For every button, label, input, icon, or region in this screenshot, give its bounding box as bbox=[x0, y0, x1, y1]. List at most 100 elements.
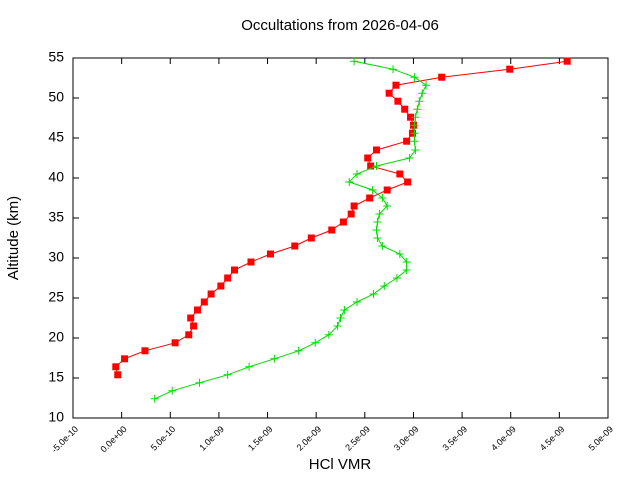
data-point bbox=[245, 362, 254, 371]
data-point bbox=[372, 162, 381, 170]
data-point bbox=[333, 322, 342, 330]
data-point bbox=[389, 65, 398, 74]
y-tick-label: 10 bbox=[48, 409, 64, 425]
data-point bbox=[367, 162, 375, 170]
data-point bbox=[224, 274, 232, 282]
data-point bbox=[114, 371, 122, 379]
x-axis-label: HCl VMR bbox=[309, 456, 372, 473]
data-point bbox=[375, 210, 384, 218]
data-point bbox=[403, 137, 411, 145]
data-point bbox=[410, 121, 419, 130]
data-point bbox=[395, 250, 404, 258]
x-tick-label: 5.0e-09 bbox=[586, 424, 615, 453]
data-point bbox=[187, 314, 195, 322]
data-point bbox=[307, 234, 315, 242]
data-point bbox=[383, 202, 392, 210]
data-point bbox=[368, 186, 377, 194]
y-tick-label: 20 bbox=[48, 329, 64, 345]
x-tick-label: 0.0e+00 bbox=[98, 424, 128, 454]
data-point bbox=[372, 146, 380, 154]
data-point bbox=[112, 363, 120, 371]
data-point bbox=[339, 218, 347, 226]
data-point bbox=[190, 322, 198, 330]
data-point bbox=[402, 266, 411, 274]
data-point bbox=[411, 113, 420, 122]
y-tick-label: 25 bbox=[48, 289, 64, 305]
data-point bbox=[506, 65, 514, 73]
data-point bbox=[347, 210, 355, 218]
x-tick-label: 3.5e-09 bbox=[441, 424, 470, 453]
data-point bbox=[247, 258, 255, 266]
data-point bbox=[373, 234, 382, 242]
data-point bbox=[291, 242, 299, 250]
data-point bbox=[438, 73, 446, 81]
data-point bbox=[404, 178, 412, 186]
y-axis-label: Altitude (km) bbox=[5, 196, 22, 280]
data-point bbox=[340, 306, 349, 314]
data-point bbox=[372, 226, 381, 234]
data-point bbox=[168, 386, 177, 395]
plot-frame bbox=[72, 57, 609, 419]
data-point bbox=[350, 202, 358, 210]
data-point bbox=[392, 81, 400, 89]
x-tick-label: 2.0e-09 bbox=[295, 424, 324, 453]
data-point bbox=[121, 355, 129, 363]
data-point bbox=[353, 298, 362, 306]
data-point bbox=[141, 347, 149, 355]
y-tick-label: 40 bbox=[48, 169, 64, 185]
data-point bbox=[410, 73, 419, 82]
x-tick-label: -5.0e-10 bbox=[49, 424, 80, 455]
data-point bbox=[364, 154, 372, 162]
data-point bbox=[328, 226, 336, 234]
data-point bbox=[171, 339, 179, 347]
data-point bbox=[411, 146, 420, 154]
data-point bbox=[422, 81, 431, 90]
data-point bbox=[345, 178, 354, 186]
data-point bbox=[366, 194, 374, 202]
y-tick-label: 15 bbox=[48, 369, 64, 385]
y-tick-label: 30 bbox=[48, 249, 64, 265]
data-point bbox=[270, 354, 279, 363]
data-point bbox=[383, 186, 391, 194]
data-point bbox=[401, 105, 409, 113]
data-point bbox=[405, 154, 414, 162]
data-point bbox=[207, 290, 215, 298]
y-tick-label: 35 bbox=[48, 209, 64, 225]
data-point bbox=[378, 242, 387, 250]
data-point bbox=[266, 250, 274, 258]
data-line bbox=[115, 60, 568, 375]
y-tick-label: 55 bbox=[48, 49, 64, 65]
data-point bbox=[353, 170, 362, 178]
data-point bbox=[150, 394, 159, 403]
data-point bbox=[369, 290, 378, 298]
data-point bbox=[415, 97, 424, 106]
y-tick-label: 50 bbox=[48, 89, 64, 105]
data-point bbox=[195, 378, 204, 387]
data-point bbox=[394, 97, 402, 105]
data-point bbox=[217, 282, 225, 290]
data-point bbox=[563, 57, 571, 65]
x-tick-label: 5.0e-10 bbox=[149, 424, 178, 453]
x-tick-label: 4.5e-09 bbox=[538, 424, 567, 453]
data-point bbox=[413, 105, 422, 114]
data-point bbox=[200, 298, 208, 306]
y-tick-label: 45 bbox=[48, 129, 64, 145]
data-point bbox=[324, 330, 333, 339]
data-point bbox=[410, 129, 419, 138]
x-tick-label: 1.0e-09 bbox=[197, 424, 226, 453]
data-point bbox=[230, 266, 238, 274]
data-point bbox=[336, 314, 345, 322]
data-point bbox=[311, 338, 320, 347]
chart-title: Occultations from 2026-04-06 bbox=[241, 17, 439, 34]
data-line bbox=[154, 60, 427, 400]
x-tick-label: 1.5e-09 bbox=[246, 424, 275, 453]
data-point bbox=[373, 218, 382, 226]
data-point bbox=[402, 258, 411, 266]
data-point bbox=[223, 370, 232, 379]
x-tick-label: 2.5e-09 bbox=[343, 424, 372, 453]
data-point bbox=[410, 137, 419, 146]
x-tick-label: 4.0e-09 bbox=[489, 424, 518, 453]
data-point bbox=[350, 57, 359, 66]
data-point bbox=[418, 89, 427, 98]
x-tick-label: 3.0e-09 bbox=[392, 424, 421, 453]
